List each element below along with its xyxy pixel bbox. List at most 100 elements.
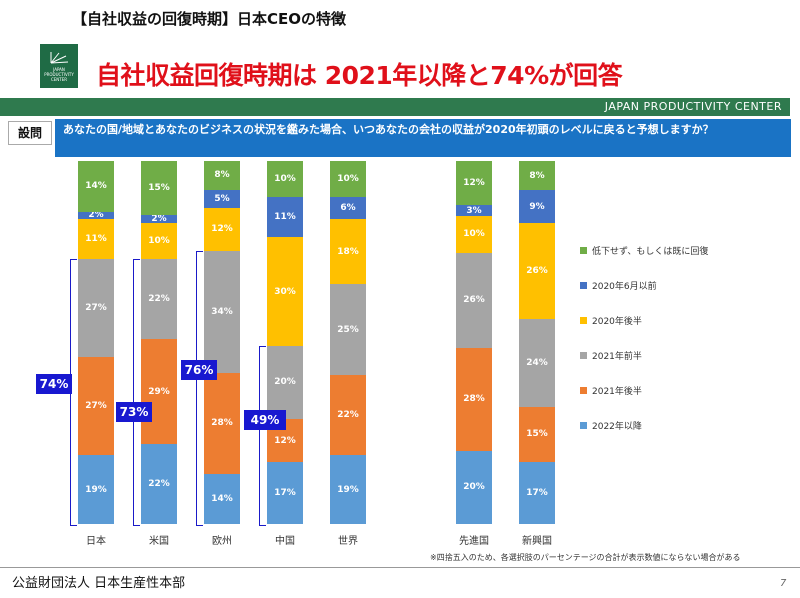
- legend-swatch: [580, 317, 587, 324]
- data-label: 10%: [148, 235, 170, 246]
- legend-label: 低下せず、もしくは既に回復: [592, 247, 709, 257]
- data-label: 10%: [463, 229, 485, 240]
- data-label: 8%: [529, 170, 545, 181]
- bar-segment: [330, 375, 366, 456]
- bar-segment: [141, 444, 177, 524]
- bar-segment: [456, 450, 492, 524]
- bar-segment: [78, 161, 114, 212]
- bar-segment: [141, 215, 177, 223]
- slide-title: 自社収益回復時期は 2021年以降と74%が回答: [96, 61, 623, 90]
- bar-segment: [330, 284, 366, 376]
- legend-swatch: [580, 352, 587, 359]
- bar-segment: [78, 211, 114, 220]
- bar-世界: 19% 22% 25% 18% 6% 10%: [330, 161, 366, 524]
- x-tick-label: 中国: [275, 536, 295, 547]
- bar-segment: [267, 197, 303, 238]
- bar-segment: [519, 223, 555, 319]
- bar-segment: [204, 250, 240, 374]
- legend-swatch: [580, 422, 587, 429]
- legend-label: 2021年前半: [592, 352, 642, 362]
- bar-segment: [204, 473, 240, 524]
- data-label: 2%: [88, 210, 104, 221]
- bar-segment: [456, 348, 492, 451]
- bar-segment: [519, 461, 555, 524]
- bar-segment: [330, 197, 366, 220]
- data-label: 27%: [85, 303, 107, 313]
- legend-label: 2020年後半: [592, 317, 642, 327]
- x-tick-label: 先進国: [459, 536, 489, 547]
- bar-segment: [204, 373, 240, 474]
- legend-label: 2021年後半: [592, 387, 642, 397]
- header-band-text: JAPAN PRODUCTIVITY CENTER: [604, 100, 782, 113]
- page-number: 7: [780, 578, 787, 589]
- legend-item: 2020年後半: [580, 314, 800, 328]
- data-label: 29%: [148, 386, 170, 397]
- legend-label: 2020年6月以前: [592, 282, 657, 292]
- bar-segment: [78, 455, 114, 524]
- bar-segment: [78, 357, 114, 456]
- data-label: 14%: [85, 181, 107, 192]
- data-label: 11%: [274, 212, 296, 223]
- organization-name: 公益財団法人 日本生産性本部: [12, 576, 186, 591]
- data-label: 2%: [151, 214, 167, 225]
- data-label: 28%: [211, 418, 233, 429]
- question-label: 設問: [8, 121, 52, 145]
- callout-bracket: [133, 259, 140, 526]
- legend-label: 2022年以降: [592, 422, 642, 432]
- stacked-bar-chart: 19% 27% 27% 11% 2% 14% 22% 29% 22% 10% 2% 15% 14% 28%…: [70, 161, 580, 524]
- callout-total: 73%: [116, 402, 152, 422]
- footer-divider: [0, 567, 800, 568]
- slide-subtitle: 【自社収益の回復時期】日本CEOの特徴: [72, 10, 347, 28]
- logo-rays-icon: [50, 52, 69, 64]
- legend-item: 2021年前半: [580, 349, 800, 363]
- legend-swatch: [580, 247, 587, 254]
- data-label: 17%: [526, 487, 548, 498]
- bar-segment: [456, 216, 492, 253]
- callout-total: 74%: [36, 374, 72, 394]
- bar-segment: [204, 189, 240, 208]
- data-label: 18%: [337, 246, 359, 257]
- bar-segment: [141, 161, 177, 216]
- data-label: 10%: [337, 174, 359, 185]
- data-label: 28%: [463, 394, 485, 405]
- bar-segment: [519, 318, 555, 407]
- question-text: あなたの国/地域とあなたのビジネスの状況を鑑みた場合、いつあなたの会社の収益が2…: [55, 119, 791, 157]
- x-tick-label: 世界: [338, 536, 358, 547]
- bar-欧州: 14% 28% 34% 12% 5% 8%: [204, 161, 240, 524]
- bar-segment: [267, 237, 303, 347]
- legend-item: 2021年後半: [580, 384, 800, 398]
- data-label: 22%: [148, 479, 170, 490]
- bar-segment: [141, 259, 177, 339]
- data-label: 34%: [211, 306, 233, 317]
- header-band: [0, 98, 790, 116]
- legend-item: 低下せず、もしくは既に回復: [580, 244, 800, 258]
- data-label: 25%: [337, 324, 359, 335]
- data-label: 22%: [148, 293, 170, 304]
- data-label: 19%: [85, 484, 107, 495]
- x-tick-label: 欧州: [212, 536, 232, 547]
- data-label: 11%: [85, 234, 107, 245]
- organization-logo: JAPAN PRODUCTIVITY CENTER: [40, 44, 78, 88]
- bar-先進国: 20% 28% 26% 10% 3% 12%: [456, 161, 492, 524]
- callout-total: 49%: [244, 410, 286, 430]
- data-label: 8%: [214, 170, 230, 181]
- bar-segment: [141, 222, 177, 259]
- bar-segment: [267, 462, 303, 524]
- bar-segment: [204, 207, 240, 251]
- data-label: 3%: [466, 205, 482, 216]
- bar-segment: [78, 219, 114, 259]
- bar-segment: [267, 161, 303, 198]
- bar-segment: [204, 161, 240, 190]
- data-label: 12%: [463, 178, 485, 188]
- bar-日本: 19% 27% 27% 11% 2% 14%: [78, 161, 114, 524]
- logo-text: JAPAN PRODUCTIVITY CENTER: [44, 67, 74, 82]
- legend-swatch: [580, 282, 587, 289]
- bar-segment: [78, 259, 114, 357]
- data-label: 12%: [211, 224, 233, 235]
- data-label: 6%: [340, 203, 356, 214]
- data-label: 9%: [529, 201, 545, 212]
- footnote: ※四捨五入のため、各選択肢のパーセンテージの合計が表示数値にならない場合がある: [430, 553, 741, 562]
- callout-total: 76%: [181, 360, 217, 380]
- x-tick-label: 日本: [86, 536, 106, 547]
- data-label: 20%: [274, 377, 296, 388]
